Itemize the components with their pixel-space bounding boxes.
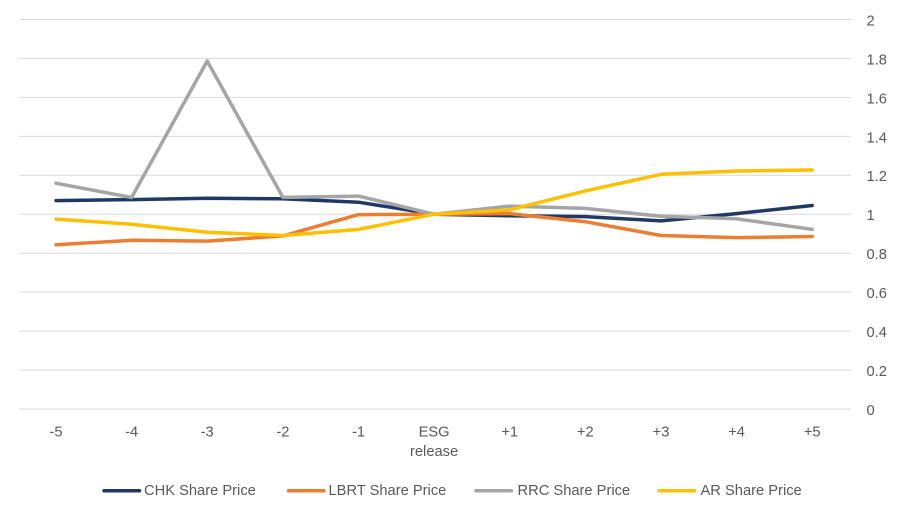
svg-text:0.6: 0.6 <box>867 286 887 302</box>
svg-text:-3: -3 <box>201 425 214 441</box>
svg-text:1.6: 1.6 <box>867 91 887 107</box>
svg-text:0.2: 0.2 <box>867 364 887 380</box>
svg-text:0.8: 0.8 <box>867 247 887 263</box>
svg-text:-4: -4 <box>125 425 138 441</box>
svg-text:1.8: 1.8 <box>867 52 887 68</box>
svg-text:-5: -5 <box>49 425 62 441</box>
svg-text:0: 0 <box>867 403 875 419</box>
svg-text:+2: +2 <box>577 425 594 441</box>
svg-text:1: 1 <box>867 208 875 224</box>
svg-text:1.4: 1.4 <box>867 130 887 146</box>
svg-text:+4: +4 <box>728 425 745 441</box>
svg-text:0.4: 0.4 <box>867 325 887 341</box>
svg-text:RRC Share Price: RRC Share Price <box>518 483 631 499</box>
svg-text:CHK Share Price: CHK Share Price <box>144 483 256 499</box>
svg-text:AR Share Price: AR Share Price <box>701 483 802 499</box>
svg-text:-2: -2 <box>276 425 289 441</box>
svg-text:+1: +1 <box>501 425 518 441</box>
svg-text:release: release <box>410 444 458 460</box>
svg-text:+3: +3 <box>653 425 670 441</box>
svg-text:1.2: 1.2 <box>867 169 887 185</box>
svg-text:LBRT Share Price: LBRT Share Price <box>329 483 447 499</box>
svg-text:-1: -1 <box>352 425 365 441</box>
svg-text:2: 2 <box>867 13 875 29</box>
svg-text:+5: +5 <box>804 425 821 441</box>
svg-text:ESG: ESG <box>419 425 450 441</box>
